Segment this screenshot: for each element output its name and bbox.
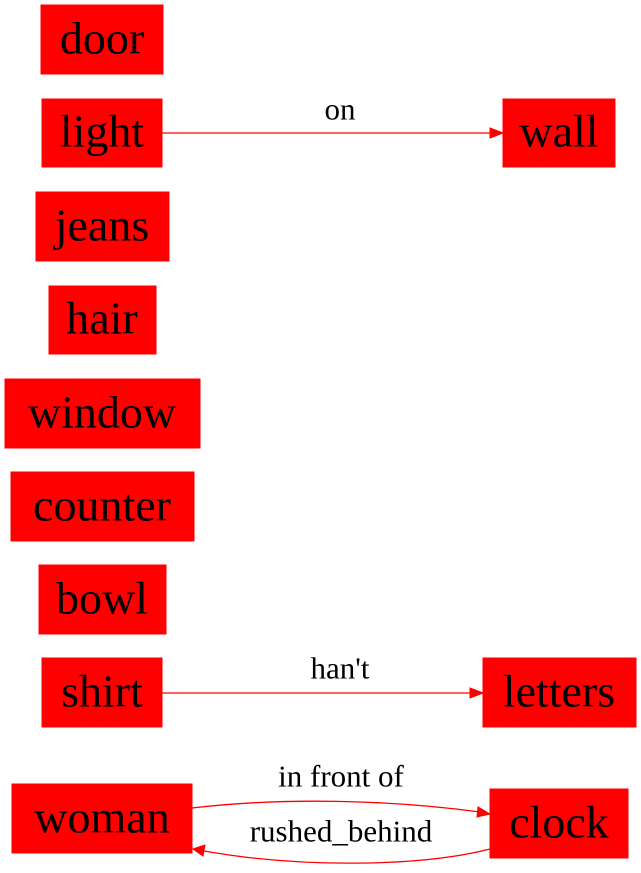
node-shirt: shirt <box>41 657 163 728</box>
arrowhead-icon <box>489 127 505 139</box>
node-label: shirt <box>61 666 143 717</box>
node-label: bowl <box>56 573 148 624</box>
edge-label-on: on <box>325 92 357 127</box>
node-label: door <box>60 13 144 64</box>
edge-label-in-front-of: in front of <box>278 759 404 794</box>
node-label: wall <box>519 106 598 157</box>
arrowhead-icon <box>476 806 492 818</box>
node-label: woman <box>34 792 169 843</box>
edge-line <box>203 848 491 864</box>
node-label: window <box>28 387 177 438</box>
node-woman: woman <box>11 783 193 854</box>
edge-light-wall: on <box>162 92 505 139</box>
arrowhead-icon <box>469 687 485 699</box>
node-counter: counter <box>10 471 195 542</box>
node-label: hair <box>66 293 138 344</box>
edge-label-hant: han't <box>311 651 370 686</box>
node-label: jeans <box>53 200 150 251</box>
edge-label-rushed-behind: rushed_behind <box>250 814 433 849</box>
node-wall: wall <box>502 98 616 168</box>
node-label: light <box>60 106 145 157</box>
edge-shirt-letters: han't <box>162 651 485 699</box>
edge-clock-woman: rushed_behind <box>191 814 491 864</box>
node-hair: hair <box>48 285 157 355</box>
node-door: door <box>40 4 164 75</box>
node-window: window <box>4 378 201 449</box>
node-label: clock <box>509 797 609 848</box>
node-bowl: bowl <box>38 564 167 635</box>
edge-line <box>191 800 481 813</box>
arrowhead-icon <box>191 844 206 857</box>
node-label: letters <box>503 666 615 717</box>
node-jeans: jeans <box>35 191 170 262</box>
node-light: light <box>41 98 163 168</box>
node-label: counter <box>33 480 171 531</box>
edge-woman-clock: in front of <box>191 759 492 818</box>
node-letters: letters <box>482 657 637 728</box>
node-clock: clock <box>489 788 629 859</box>
